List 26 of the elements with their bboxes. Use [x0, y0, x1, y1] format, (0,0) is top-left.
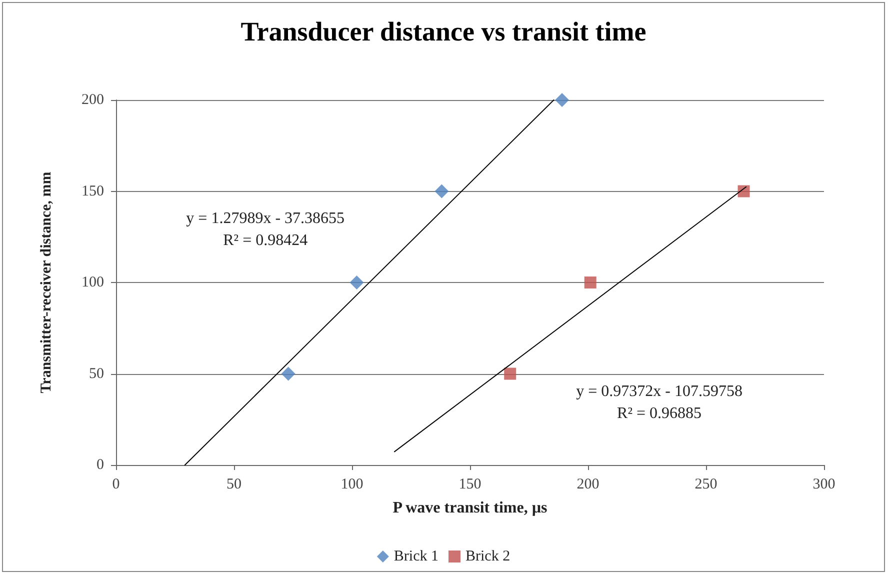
- annotation: y = 0.97372x - 107.59758 R² = 0.96885: [576, 382, 742, 422]
- point: [555, 93, 570, 107]
- x-tick-label: 300: [812, 476, 836, 492]
- y-tick-label: 150: [82, 183, 104, 200]
- y-tick-label: 200: [82, 92, 104, 108]
- point: [738, 185, 750, 198]
- point: [281, 366, 296, 381]
- y-tick-label: 50: [89, 366, 104, 382]
- x-axis-title: P wave transit time, µs: [392, 500, 548, 516]
- legend-label: Brick 2: [466, 548, 510, 564]
- x-tick-label: 50: [226, 476, 242, 492]
- y-tick-label: 0: [96, 457, 104, 473]
- chart-title: Transducer distance vs transit time: [240, 16, 646, 46]
- point: [584, 276, 596, 288]
- point: [504, 368, 516, 380]
- point: [434, 184, 449, 198]
- x-tick-label: 250: [694, 476, 718, 492]
- point: [350, 276, 364, 290]
- x-tick-label: 100: [340, 476, 364, 492]
- y-tick-label: 100: [82, 274, 104, 290]
- x-tick-label: 150: [458, 476, 482, 492]
- x-tick-label: 0: [112, 476, 120, 492]
- legend-label: Brick 1: [394, 548, 439, 564]
- y-axis-title: Transmitter-receiver distance, mm: [38, 171, 54, 394]
- annotation: y = 1.27989x - 37.38655 R² = 0.98424: [186, 210, 345, 249]
- x-tick-label: 200: [576, 476, 600, 492]
